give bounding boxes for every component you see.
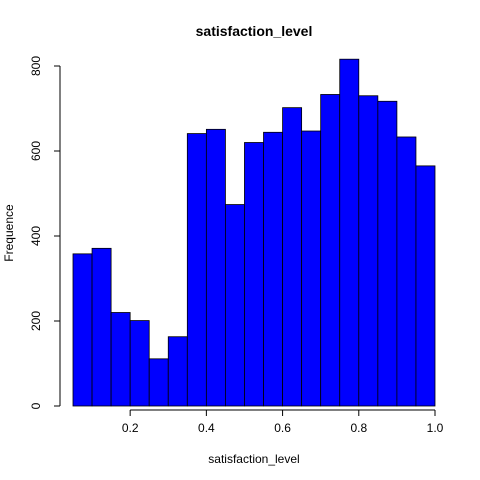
y-axis: 0 200 400 600 800 xyxy=(29,56,61,409)
histogram-bar xyxy=(205,128,226,407)
x-tick-label: 0.8 xyxy=(350,421,367,435)
histogram-bar xyxy=(377,100,398,407)
y-axis-label: Frequence xyxy=(2,204,16,262)
histogram-bar xyxy=(301,130,322,407)
histogram-bar xyxy=(167,336,188,407)
histogram-bar xyxy=(91,247,112,407)
histogram-bar xyxy=(320,94,341,407)
histogram-bar xyxy=(263,131,283,407)
x-tick-label: 0.2 xyxy=(122,421,139,435)
y-tick-label: 600 xyxy=(29,141,43,161)
histogram-bar xyxy=(358,95,379,407)
chart-title: satisfaction_level xyxy=(196,23,313,39)
histogram-bar xyxy=(72,253,93,407)
histogram-bar xyxy=(110,312,131,407)
x-tick-label: 0.6 xyxy=(274,421,291,435)
histogram-bars xyxy=(72,58,436,407)
histogram-bar xyxy=(244,142,264,407)
histogram-bar xyxy=(282,107,303,407)
x-axis: 0.2 0.4 0.6 0.8 1.0 xyxy=(122,409,444,435)
x-tick-label: 1.0 xyxy=(427,421,444,435)
x-tick-label: 0.4 xyxy=(198,421,215,435)
y-tick-label: 400 xyxy=(29,226,43,246)
histogram-bar xyxy=(186,133,207,407)
histogram-bar xyxy=(129,320,150,407)
histogram-bar xyxy=(339,58,360,407)
histogram-bar xyxy=(225,204,245,407)
y-tick-label: 0 xyxy=(29,402,43,409)
y-tick-label: 800 xyxy=(29,56,43,76)
x-axis-label: satisfaction_level xyxy=(208,452,299,466)
histogram-bar xyxy=(415,165,436,407)
histogram-bar xyxy=(148,358,169,407)
histogram-bar xyxy=(396,136,417,407)
y-tick-label: 200 xyxy=(29,311,43,331)
